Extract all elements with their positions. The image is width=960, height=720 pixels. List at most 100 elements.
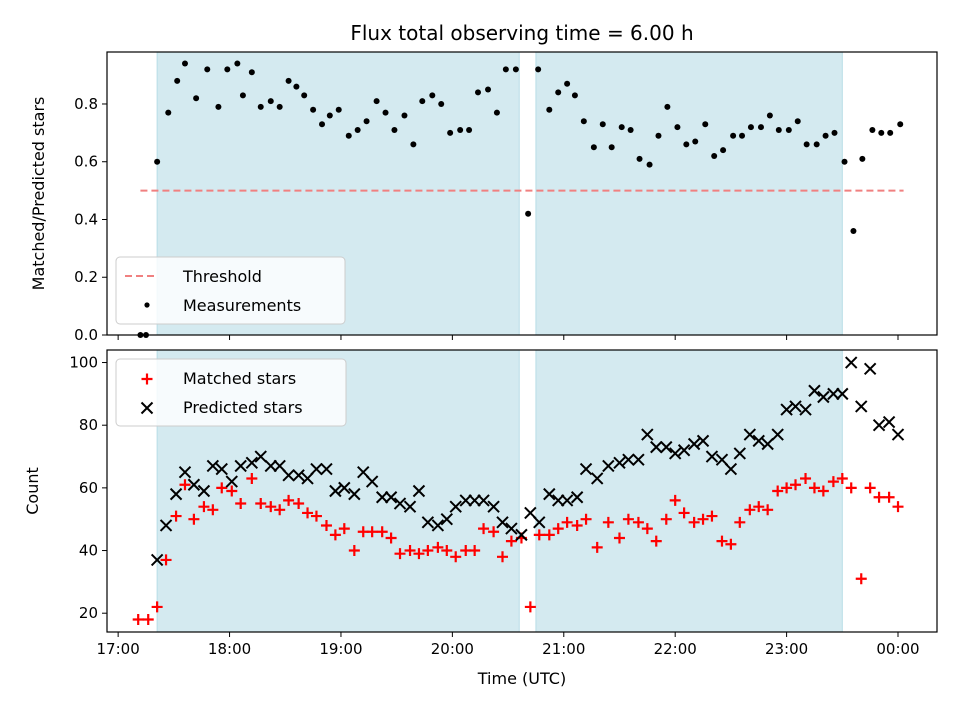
predicted-point	[668, 447, 682, 460]
measurement-point	[739, 132, 746, 139]
measurement-point	[181, 60, 188, 67]
matched-point	[132, 613, 144, 625]
matched-point	[478, 523, 490, 535]
measurement-point	[822, 132, 829, 139]
matched-point	[543, 529, 555, 541]
measurement-point	[580, 118, 587, 125]
matched-point	[348, 545, 360, 557]
matched-point	[524, 601, 536, 613]
measurement-point	[345, 132, 352, 139]
predicted-point	[632, 453, 645, 466]
x-tick-label: 00:00	[876, 640, 919, 658]
measurement-point	[419, 98, 426, 105]
measurement-point	[193, 95, 200, 102]
predicted-point	[590, 472, 604, 485]
measurement-point	[757, 124, 764, 131]
measurement-point	[174, 77, 181, 84]
predicted-point	[863, 362, 877, 376]
matched-point	[650, 535, 662, 547]
predicted-point	[375, 491, 389, 504]
measurement-point	[646, 161, 653, 168]
y-tick-label: 0.2	[74, 268, 98, 286]
predicted-point	[660, 440, 673, 454]
measurement-point	[618, 124, 625, 131]
matched-point	[216, 482, 228, 494]
matched-point	[790, 479, 802, 491]
predicted-point	[780, 403, 793, 416]
measurement-point	[794, 118, 801, 125]
matched-point	[892, 501, 904, 513]
measurement-point	[285, 77, 292, 84]
matched-point	[883, 491, 895, 503]
bottom-panel: 20 40 60 80 100 17:00 18:00 19:00 20:00 21:00 22:0…	[23, 349, 938, 688]
matched-point	[179, 479, 191, 491]
matched-point	[622, 513, 634, 525]
y-tick-label: 0.6	[74, 153, 98, 171]
measurement-point	[301, 92, 308, 99]
measurement-point	[204, 66, 211, 73]
measurement-point	[555, 89, 562, 96]
matched-point	[580, 513, 592, 525]
predicted-point	[421, 516, 435, 529]
predicted-point	[622, 453, 635, 466]
measurement-point	[310, 106, 317, 113]
matched-point	[678, 507, 690, 519]
predicted-point	[393, 497, 407, 510]
predicted-point	[140, 401, 154, 415]
matched-point	[274, 504, 286, 516]
y-tick-label: 0.0	[74, 326, 98, 344]
predicted-point	[403, 500, 417, 513]
measurement-point	[248, 69, 255, 76]
predicted-point	[771, 428, 784, 441]
x-tick-label: 18:00	[208, 640, 251, 658]
matched-point	[706, 510, 718, 522]
measurement-point	[841, 158, 848, 165]
matched-point	[688, 516, 700, 528]
measurement-point	[887, 129, 894, 136]
predicted-point	[338, 481, 351, 495]
matched-point	[310, 510, 322, 522]
measurement-point	[165, 109, 172, 116]
matched-point	[716, 535, 728, 547]
y-tick-label: 20	[79, 604, 98, 622]
matched-point	[329, 529, 341, 541]
matched-point	[800, 472, 812, 484]
measurement-point	[683, 141, 690, 148]
measurement-point	[720, 147, 727, 154]
predicted-point	[169, 487, 183, 501]
measurement-point	[636, 155, 643, 162]
measurement-point	[692, 138, 699, 145]
matched-point	[441, 545, 453, 557]
x-tick-label: 17:00	[97, 640, 140, 658]
predicted-point	[292, 469, 305, 482]
predicted-point	[724, 462, 738, 476]
predicted-point	[159, 519, 173, 532]
predicted-point	[733, 447, 747, 460]
matched-point	[561, 516, 573, 528]
measurement-point	[590, 144, 597, 151]
matched-point	[873, 491, 885, 503]
predicted-point	[641, 428, 654, 441]
matched-point	[432, 541, 444, 553]
predicted-point	[348, 487, 361, 501]
predicted-point	[150, 553, 164, 567]
legend-matched-label: Matched stars	[183, 369, 296, 388]
matched-point	[660, 513, 672, 525]
matched-point	[669, 494, 681, 506]
matched-point	[283, 494, 295, 506]
matched-point	[641, 523, 653, 535]
matched-point	[772, 485, 784, 497]
matched-point	[246, 472, 258, 484]
matched-point	[338, 523, 350, 535]
predicted-point	[187, 478, 201, 491]
predicted-point	[602, 459, 615, 473]
legend-threshold-label: Threshold	[182, 267, 262, 286]
predicted-point	[431, 519, 445, 532]
measurement-point	[878, 129, 885, 136]
measurement-point	[571, 92, 578, 99]
measurement-point	[664, 103, 671, 110]
legend-box	[115, 358, 347, 427]
matched-point	[602, 516, 614, 528]
predicted-point	[705, 450, 719, 463]
